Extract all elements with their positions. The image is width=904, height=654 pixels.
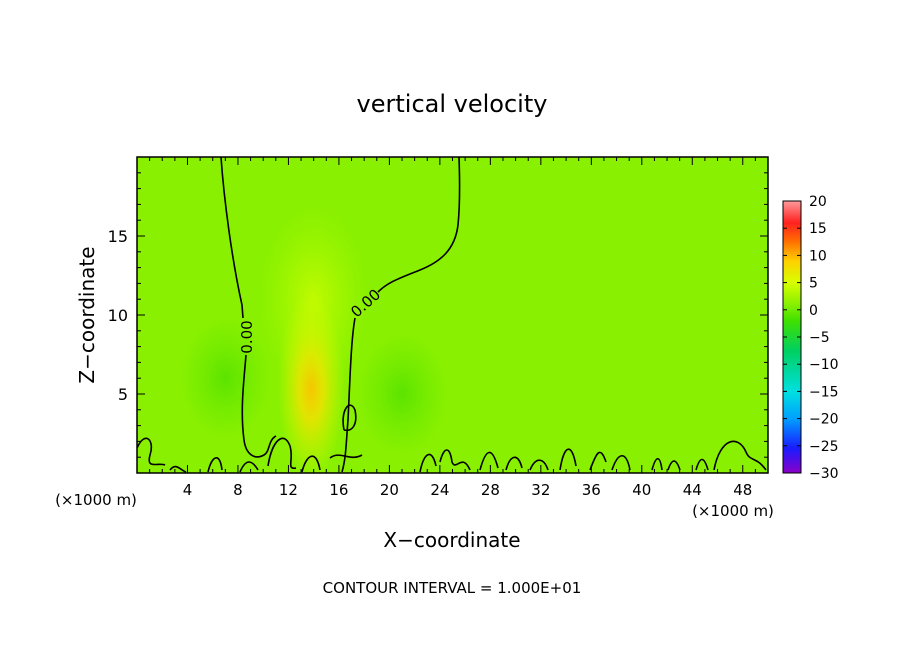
frame-ticks [137,157,768,473]
x-unit-right: (×1000 m) [692,502,774,520]
colorbar-tick-label: −15 [809,384,839,400]
colorbar-tick-label: 5 [809,276,818,292]
contour-interval-footer: CONTOUR INTERVAL = 1.000E+01 [323,579,582,597]
x-tick-label: 12 [279,481,298,499]
x-axis-label: X−coordinate [383,528,520,552]
x-tick-label: 48 [733,481,752,499]
field-feature-weak-updraft [258,204,369,395]
y-axis-label: Z−coordinate [75,246,99,383]
colorbar: 20 15 10 5 0 −5 −10 −15 −20 −25 −30 [782,194,839,482]
colorbar-tick-label: 15 [809,221,827,237]
x-tick-label: 16 [329,481,348,499]
colorbar-tick-label: −5 [809,330,830,346]
field-feature-downdraft [357,334,448,454]
y-tick-labels: 5 10 15 [108,227,128,404]
zero-contour-right [341,157,461,473]
y-tick-label: 10 [108,306,128,325]
colorbar-tick-label: 0 [809,303,818,319]
x-tick-label: 4 [183,481,193,499]
colorbar-tick-label: −30 [809,466,839,482]
x-tick-labels: 4 8 12 16 20 24 28 32 36 40 44 48 [183,481,753,499]
y-tick-label: 5 [118,385,128,404]
colorbar-tick-label: −10 [809,357,839,373]
contour-label-left: 0.00 [238,320,256,353]
x-tick-label: 36 [582,481,601,499]
x-tick-label: 40 [632,481,651,499]
colorbar-tick-label: 20 [809,194,827,210]
x-tick-label: 44 [683,481,702,499]
zero-contour-surface-wiggles [137,404,767,473]
x-tick-label: 24 [430,481,449,499]
x-tick-label: 32 [531,481,550,499]
x-tick-label: 20 [380,481,399,499]
plot-area [136,156,769,474]
colorbar-tick-label: 10 [809,248,827,264]
x-tick-label: 28 [481,481,500,499]
colorbar-tick-label: −20 [809,412,839,428]
zero-contour-left [220,157,277,458]
colorbar-ticks: 20 15 10 5 0 −5 −10 −15 −20 −25 −30 [783,194,839,482]
chart-title: vertical velocity [357,90,548,118]
x-unit-left: (×1000 m) [55,491,137,509]
zero-contours [137,157,767,473]
x-tick-label: 8 [233,481,243,499]
field-features [180,204,448,473]
colorbar-tick-label: −25 [809,439,839,455]
y-tick-label: 15 [108,227,128,246]
field-feature-downdraft [180,318,271,439]
